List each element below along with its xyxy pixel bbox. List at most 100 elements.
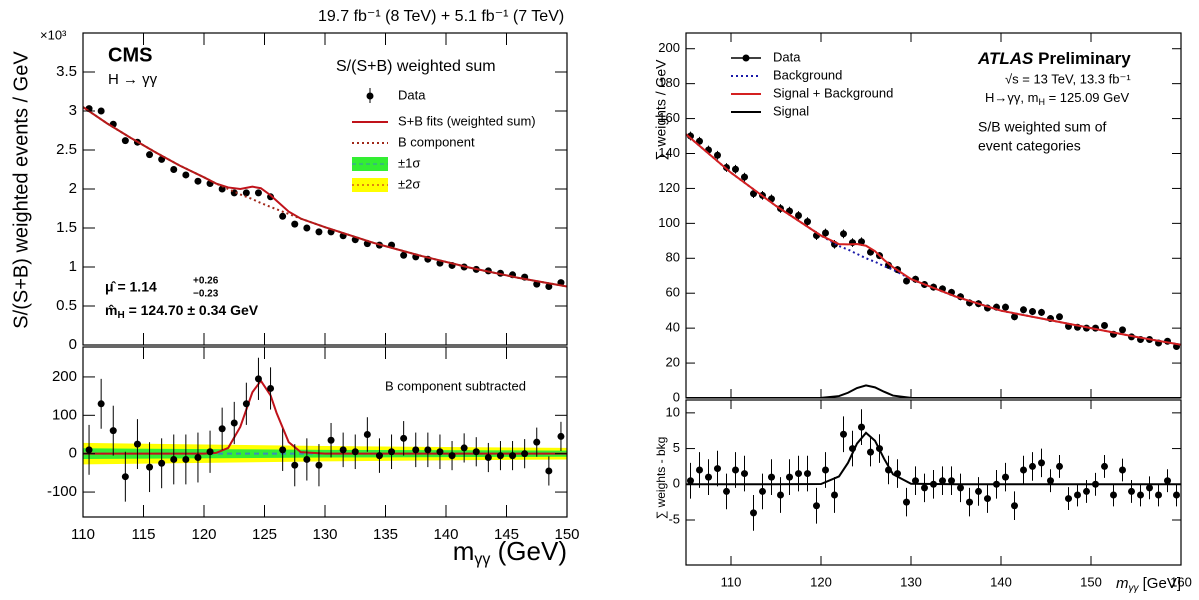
- data-point: [1056, 462, 1063, 470]
- y-axis-label: ∑ weights - bkg: [654, 437, 668, 520]
- y-tick-label: 0: [673, 389, 680, 404]
- data-point: [412, 446, 420, 454]
- curve: [686, 133, 1181, 346]
- legend-swatch: [366, 92, 374, 100]
- data-point: [867, 448, 874, 456]
- data-point: [822, 466, 829, 474]
- data-point: [545, 467, 553, 475]
- y-tick-label: 2: [69, 180, 77, 197]
- y-tick-label: 1.5: [56, 219, 77, 236]
- y-tick-label: 0: [69, 336, 77, 353]
- x-tick-label: 120: [191, 526, 216, 543]
- data-point: [1110, 491, 1117, 499]
- data-point: [279, 212, 287, 220]
- data-point: [230, 419, 238, 427]
- data-point: [1020, 306, 1027, 314]
- legend-label: Data: [398, 87, 426, 102]
- y-tick-label: 0.5: [56, 297, 77, 314]
- data-point: [723, 487, 730, 495]
- data-point: [822, 229, 829, 237]
- data-point: [714, 151, 721, 159]
- mu-down: −0.23: [193, 289, 219, 300]
- data-point: [894, 470, 901, 478]
- data-point: [1083, 487, 1090, 495]
- data-point: [1047, 477, 1054, 485]
- data-point: [948, 477, 955, 485]
- note: S/B weighted sum of: [978, 119, 1107, 135]
- legend-label: Signal + Background: [773, 85, 893, 100]
- x-tick-label: 135: [373, 526, 398, 543]
- data-point: [804, 470, 811, 478]
- data-point: [921, 484, 928, 492]
- mh-symbol: m̂: [105, 302, 117, 318]
- x-label-symbol: m: [1116, 575, 1129, 592]
- data-point: [1119, 466, 1126, 474]
- frame: [82, 346, 568, 518]
- data-point: [533, 438, 541, 446]
- data-point: [957, 484, 964, 492]
- legend-label: Background: [773, 67, 842, 82]
- data-point: [732, 165, 739, 173]
- data-point: [1137, 491, 1144, 499]
- data-point: [448, 452, 456, 460]
- x-tick-label: 115: [132, 526, 156, 543]
- data-point: [1164, 477, 1171, 485]
- data-point: [759, 487, 766, 495]
- data-point: [327, 436, 335, 444]
- data-point: [472, 448, 480, 456]
- data-point: [849, 445, 856, 453]
- data-point: [786, 473, 793, 481]
- data-point: [158, 459, 166, 467]
- frame: [685, 32, 1182, 399]
- data-point: [303, 224, 311, 232]
- data-point: [1092, 480, 1099, 488]
- y-tick-label: 0: [69, 445, 77, 462]
- data-point: [218, 425, 226, 433]
- x-tick-label: 130: [312, 526, 337, 543]
- legend-swatch: [742, 54, 750, 62]
- legend-label: Data: [773, 49, 801, 64]
- y-tick-label: 10: [666, 404, 680, 419]
- data-point: [831, 491, 838, 499]
- data-point: [1119, 326, 1126, 334]
- data-point: [1146, 484, 1153, 492]
- data-point: [218, 185, 226, 193]
- x-tick-label: 125: [252, 526, 277, 543]
- data-point: [750, 509, 757, 517]
- subtitle: H → γγ: [108, 71, 158, 88]
- data-point: [521, 450, 529, 458]
- data-point: [194, 454, 202, 462]
- note-sub: H: [1038, 97, 1045, 107]
- experiment-label: ATLAS Preliminary: [977, 49, 1131, 68]
- data-point: [993, 480, 1000, 488]
- note-part: = 125.09 GeV: [1045, 90, 1130, 105]
- data-point: [1101, 322, 1108, 330]
- data-point: [460, 444, 468, 452]
- data-point: [714, 465, 721, 473]
- data-point: [351, 448, 359, 456]
- data-point: [1011, 313, 1018, 321]
- data-point: [1173, 491, 1180, 499]
- data-point: [1074, 491, 1081, 499]
- data-point: [146, 463, 154, 471]
- data-point: [291, 461, 299, 469]
- data-point: [696, 466, 703, 474]
- y-tick-label: 3.5: [56, 63, 77, 80]
- data-point: [206, 448, 214, 456]
- plot-area: [686, 409, 1181, 531]
- data-point: [121, 473, 129, 481]
- y-tick-label: 160: [658, 110, 680, 125]
- curve: [83, 106, 567, 288]
- curve: [686, 384, 1181, 398]
- data-point: [975, 487, 982, 495]
- x-tick-label: 150: [1080, 574, 1102, 589]
- data-point: [315, 461, 323, 469]
- y-tick-label: 100: [658, 215, 680, 230]
- y-axis-label: S/(S+B) weighted events / GeV: [10, 51, 32, 329]
- data-point: [194, 177, 202, 185]
- data-point: [400, 434, 408, 442]
- y-tick-label: -5: [668, 511, 680, 526]
- data-point: [813, 502, 820, 510]
